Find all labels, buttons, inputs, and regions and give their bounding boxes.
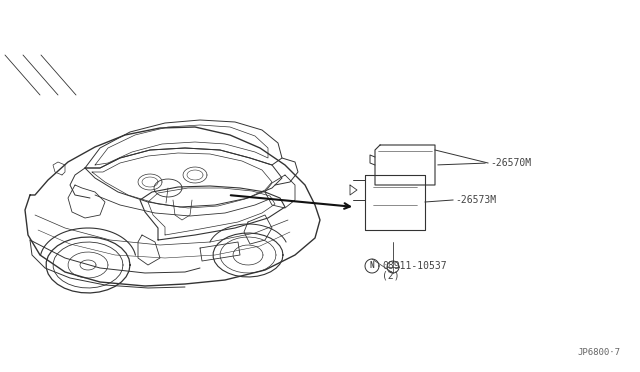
Text: 08911-10537: 08911-10537 xyxy=(382,261,447,271)
Text: N: N xyxy=(370,262,374,270)
Text: JP6800·7: JP6800·7 xyxy=(577,348,620,357)
Text: -26570M: -26570M xyxy=(490,158,531,168)
Text: -26573M: -26573M xyxy=(455,195,496,205)
Text: (2): (2) xyxy=(382,271,399,281)
